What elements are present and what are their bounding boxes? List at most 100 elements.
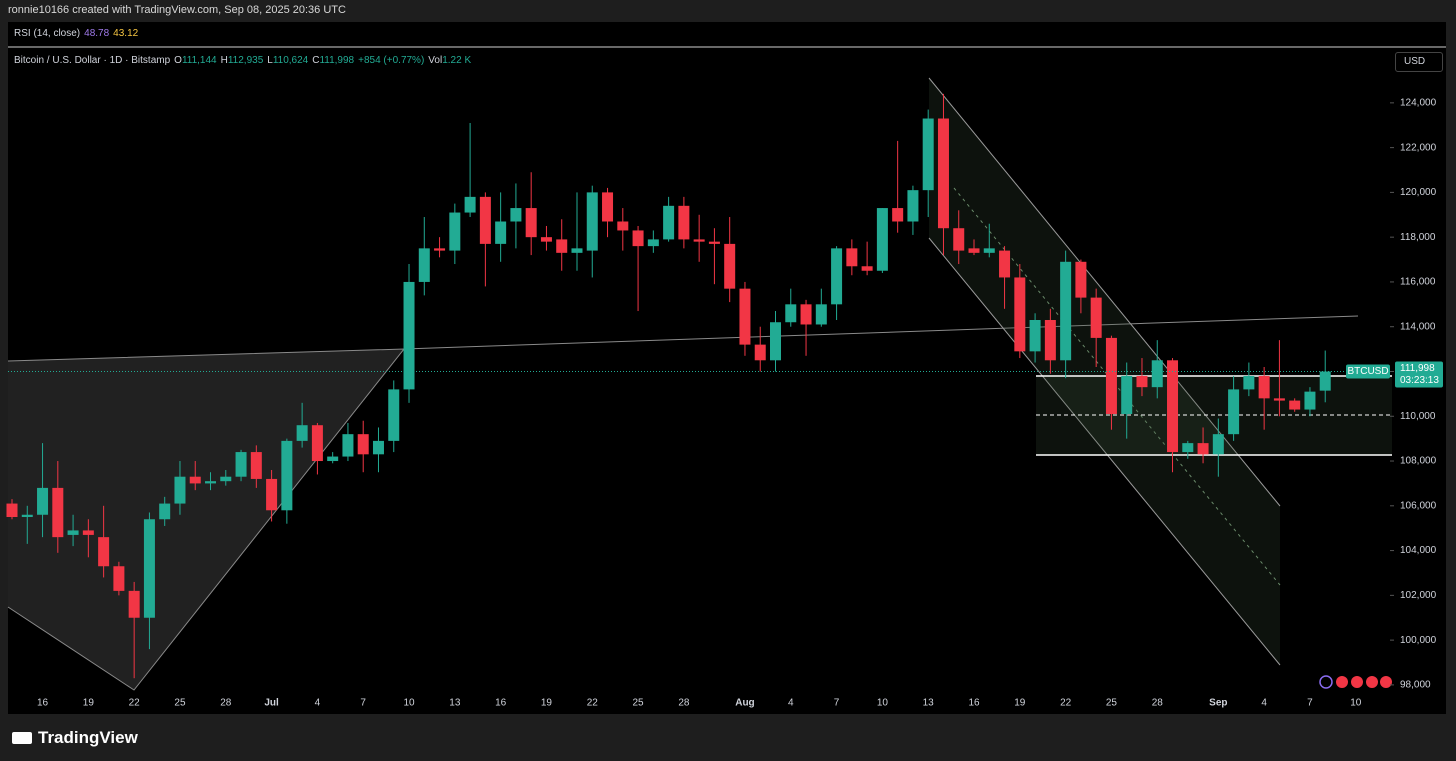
candle-body [495, 221, 507, 244]
x-tick-label: 4 [788, 698, 794, 709]
candle-body [67, 530, 79, 535]
chart-panel [8, 22, 1446, 714]
channel-lower [928, 237, 1281, 666]
legend-label: Vol [428, 55, 443, 66]
event-icons [1319, 675, 1392, 689]
legend-label: O [174, 55, 182, 66]
candle-body [82, 530, 94, 535]
candle-body [296, 425, 308, 441]
y-tick-label: 120,000 [1400, 187, 1437, 198]
candle-body [785, 304, 797, 323]
candle-body [250, 452, 262, 479]
candle-body [281, 440, 293, 511]
x-tick-label: 25 [1106, 698, 1118, 709]
candle-body [235, 452, 247, 477]
candle-body [540, 237, 552, 242]
indicator-value: 48.78 [84, 28, 110, 39]
candle-body [1121, 375, 1133, 415]
x-tick-label: 19 [1014, 698, 1026, 709]
x-tick-label: Aug [735, 698, 754, 709]
candle-body [1273, 398, 1285, 401]
candle-body [1258, 375, 1270, 399]
candle-body [693, 239, 705, 242]
candle-body [327, 456, 339, 462]
candle-body [52, 487, 64, 538]
candle-body [128, 590, 140, 618]
x-tick-label: 7 [1307, 698, 1313, 709]
symbol-legend: Bitcoin / U.S. Dollar · 1D · Bitstamp O1… [14, 55, 471, 66]
indicator-legend: RSI (14, close) 48.78 43.12 [14, 28, 138, 39]
countdown-label: 03:23:13 [1400, 375, 1439, 386]
candle-body [1304, 391, 1316, 410]
y-tick-label: 106,000 [1400, 500, 1437, 511]
event-icon [1366, 676, 1378, 688]
x-tick-label: 19 [541, 698, 553, 709]
y-tick-label: 122,000 [1400, 142, 1437, 153]
candle-body [266, 478, 278, 511]
x-tick-label: 13 [923, 698, 935, 709]
candle-body [37, 487, 49, 515]
x-tick-label: Sep [1209, 698, 1227, 709]
channel-fill [929, 78, 1280, 665]
x-tick-label: 28 [220, 698, 232, 709]
x-tick-label: 4 [1261, 698, 1267, 709]
legend-label: C [312, 55, 320, 66]
candle-body [1105, 337, 1117, 415]
y-tick-label: 110,000 [1400, 411, 1436, 422]
candle-body [1151, 360, 1163, 388]
candle-body [510, 208, 522, 222]
price-tag [1395, 361, 1443, 388]
candle-body [1014, 277, 1026, 352]
candle-body [846, 248, 858, 267]
candle-body [983, 248, 995, 253]
y-tick-label: 108,000 [1400, 456, 1437, 467]
symbol-tag [1346, 364, 1390, 379]
candle-body [937, 118, 949, 229]
candle-body [205, 481, 217, 484]
trend-line [403, 315, 1359, 350]
x-tick-label: 19 [83, 698, 95, 709]
candle-body [632, 230, 644, 247]
candle-body [678, 205, 690, 240]
x-tick-label: 28 [678, 698, 690, 709]
event-icon [1380, 676, 1392, 688]
candle-body [770, 322, 781, 361]
wedge-fill [8, 349, 404, 690]
y-tick-label: 104,000 [1400, 545, 1437, 556]
candle-body [831, 248, 843, 305]
legend-value: 1.22 K [442, 55, 472, 66]
candle-body [357, 434, 369, 455]
event-icon [1336, 676, 1348, 688]
candle-body [6, 503, 18, 517]
candle-body [449, 212, 461, 251]
legend-value: 112,935 [227, 55, 264, 66]
x-tick-label: 10 [1350, 698, 1362, 709]
candle-body [876, 208, 888, 271]
x-tick-label: 7 [834, 698, 840, 709]
candle-body [1182, 443, 1194, 453]
y-tick-label: 114,000 [1400, 321, 1436, 332]
candle-body [556, 239, 568, 253]
x-tick-label: 10 [403, 698, 415, 709]
footer-logo: TradingView [38, 728, 138, 747]
x-tick-label: 25 [174, 698, 186, 709]
candle-body [1044, 319, 1056, 361]
x-tick-label: 16 [495, 698, 507, 709]
candle-body [1319, 371, 1331, 391]
candle-body [311, 425, 323, 462]
currency-button[interactable]: USD [1395, 52, 1443, 72]
candle-body [953, 228, 965, 251]
legend-value: 111,144 [181, 55, 217, 66]
candle-body [525, 208, 537, 238]
x-tick-label: 16 [37, 698, 49, 709]
candle-body [815, 304, 827, 325]
legend-value: 111,998 [319, 55, 355, 66]
legend-label: L [267, 55, 273, 66]
candle-body [174, 476, 186, 504]
candle-body [1167, 360, 1179, 453]
candle-body [892, 208, 904, 222]
candle-body [708, 241, 720, 244]
legend-value: 110,624 [272, 55, 309, 66]
